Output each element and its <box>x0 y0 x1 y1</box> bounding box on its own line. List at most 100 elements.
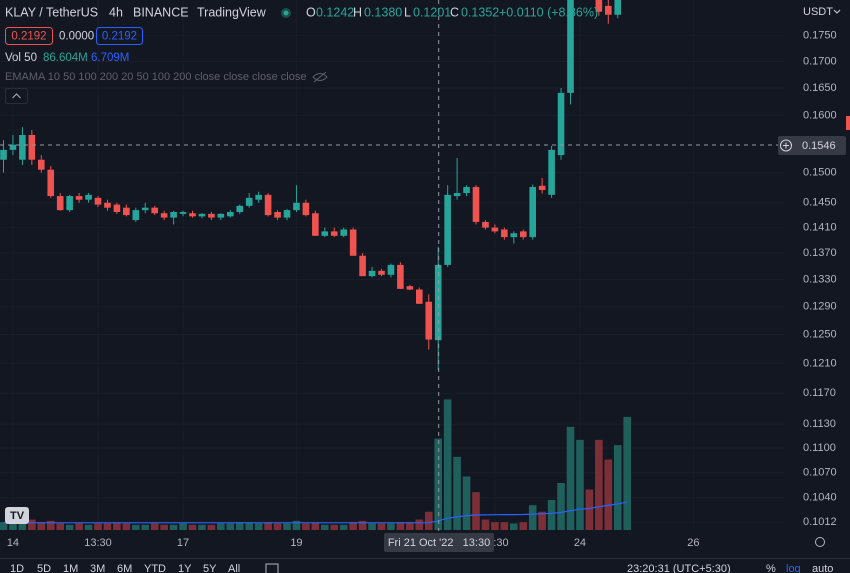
candle-body <box>208 213 215 218</box>
candle-body <box>245 197 253 206</box>
volume-bar <box>358 520 367 530</box>
candle-body <box>85 194 92 200</box>
collapse-button[interactable] <box>5 88 28 104</box>
x-tick-label: 24 <box>574 537 586 549</box>
candle-body <box>255 194 262 200</box>
y-tick-label: 0.1040 <box>803 492 837 504</box>
x-tick-label: 19 <box>290 537 302 549</box>
y-tick-label: 0.1410 <box>803 222 837 234</box>
volume-bar <box>84 524 93 530</box>
candle-body <box>595 0 603 12</box>
candle-body <box>519 231 527 238</box>
buy-price[interactable]: 0.2192 <box>102 31 137 43</box>
crosshair-time: Fri 21 Oct '22 13:30 <box>388 537 490 549</box>
ohlc-value: 0.1352 <box>461 5 499 19</box>
logo-mark: TV <box>10 510 25 522</box>
candle-body <box>538 185 546 190</box>
volume-bar <box>424 511 433 530</box>
volume-bar <box>113 522 121 530</box>
candle-body <box>312 213 319 236</box>
sell-price[interactable]: 0.2192 <box>11 31 46 43</box>
candle-body <box>548 149 555 195</box>
x-tick-label: 26 <box>687 537 699 549</box>
volume-bar <box>387 523 395 530</box>
volume-bar <box>235 522 244 530</box>
sell-box[interactable] <box>5 27 53 45</box>
candle-body <box>66 196 73 211</box>
candle-body <box>614 0 622 15</box>
currency[interactable]: USDT <box>803 6 833 18</box>
volume-bar <box>169 524 178 530</box>
range-button[interactable]: 1D <box>10 563 24 573</box>
volume-bar <box>311 522 320 530</box>
ohlc-label: L <box>404 5 411 19</box>
y-tick-label: 0.1290 <box>803 300 837 312</box>
candle-body <box>56 196 64 211</box>
candle-body <box>425 301 433 340</box>
volume-bar <box>462 476 471 530</box>
ohlc-value: 0.1201 <box>413 5 451 19</box>
candle-body <box>236 205 244 212</box>
buy-box[interactable] <box>96 27 143 45</box>
candle-body <box>463 186 470 194</box>
volume-bar <box>576 439 584 530</box>
calendar-icon[interactable] <box>265 563 279 573</box>
candle-body <box>510 233 518 238</box>
ohlc-value: 0.1380 <box>364 5 402 19</box>
x-tick-label: 17 <box>177 537 189 549</box>
scale-log[interactable]: log <box>786 563 801 573</box>
volume-bar <box>160 524 168 530</box>
candle-body <box>321 231 329 236</box>
candle-body <box>444 194 451 265</box>
range-button[interactable]: YTD <box>144 563 166 573</box>
volume-bar <box>443 399 452 530</box>
volume-bar <box>547 499 556 530</box>
symbol[interactable]: KLAY / TetherUS <box>5 5 98 19</box>
volume-bar <box>604 459 613 530</box>
volume-bar <box>538 511 546 530</box>
y-tick-label: 0.1012 <box>803 516 837 528</box>
candle-body <box>349 229 357 256</box>
volume-bar <box>264 522 272 530</box>
range-button[interactable]: 1Y <box>178 563 192 573</box>
range-button[interactable]: All <box>228 563 240 573</box>
volume-bar <box>150 523 159 530</box>
volume-bar <box>245 522 253 530</box>
scale-percent[interactable]: % <box>766 563 776 573</box>
range-button[interactable]: 5Y <box>203 563 217 573</box>
range-button[interactable]: 6M <box>117 563 132 573</box>
volume-bar <box>472 492 480 530</box>
candle-body <box>274 211 281 218</box>
indicator-legend: EMAMA 10 50 100 200 20 50 100 200 close … <box>5 71 306 83</box>
settings-icon[interactable] <box>815 537 825 547</box>
candle-body <box>170 211 177 218</box>
range-button[interactable]: 1M <box>63 563 78 573</box>
range-button[interactable]: 3M <box>90 563 105 573</box>
scale-auto[interactable]: auto <box>812 563 833 573</box>
source: TradingView <box>197 5 267 19</box>
interval: 4h <box>109 5 123 19</box>
x-tick-label: 13:30 <box>84 537 112 549</box>
volume-bar <box>519 522 528 530</box>
ohlc-label: H <box>353 5 362 19</box>
candle-body <box>529 186 536 238</box>
candle-body <box>28 134 36 160</box>
volume-bar <box>226 523 235 530</box>
volume-bar <box>510 523 518 530</box>
candle-body <box>491 227 499 232</box>
change: +0.0110 (+8.86%) <box>499 5 598 19</box>
volume-bar <box>557 482 565 530</box>
range-button[interactable]: 5D <box>37 563 51 573</box>
hide-icon[interactable] <box>312 71 328 83</box>
logo-box[interactable] <box>5 507 29 524</box>
candle-body <box>19 134 26 160</box>
add-alert-icon[interactable] <box>780 139 792 152</box>
candle-body <box>94 197 102 205</box>
volume-pane <box>0 399 631 530</box>
volume-bar <box>349 522 357 530</box>
volume-bar <box>9 523 17 530</box>
volume-ma-value: 6.709M <box>91 52 129 64</box>
y-tick-label: 0.1170 <box>803 387 836 399</box>
